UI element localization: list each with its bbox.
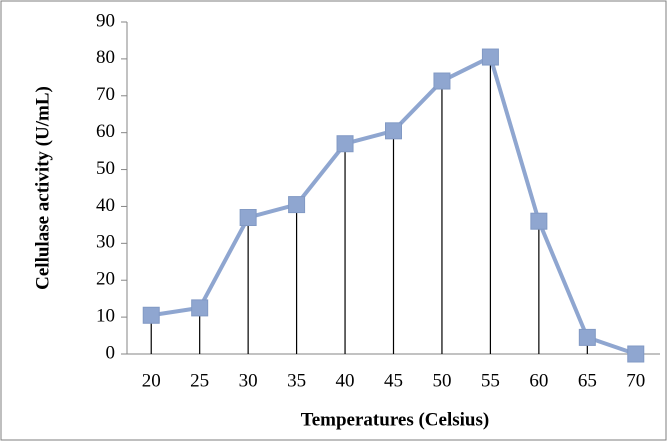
y-tick-label: 30 [96,232,115,253]
x-tick-label: 55 [481,370,500,391]
y-tick-label: 10 [96,305,115,326]
data-point [385,122,402,140]
x-axis-title: Temperatures (Celsius) [301,409,489,430]
data-point [578,328,596,346]
x-tick-label: 20 [142,370,161,391]
x-tick-label: 65 [578,370,597,391]
data-point [530,212,548,230]
x-tick-label: 70 [626,370,645,391]
x-tick-label: 60 [529,370,548,391]
data-point [336,135,354,153]
x-tick-label: 40 [336,370,355,391]
y-tick-label: 90 [96,10,115,31]
x-tick-label: 50 [432,370,451,391]
data-point [191,299,209,317]
data-point [142,306,160,324]
y-tick-label: 20 [96,269,115,290]
data-point [433,72,451,90]
x-tick-label: 25 [190,370,209,391]
data-point [288,196,306,214]
data-point [239,209,257,227]
y-tick-label: 70 [96,84,115,105]
y-tick-label: 60 [96,121,115,142]
y-tick-label: 50 [96,158,115,179]
data-point [481,48,499,66]
x-tick-label: 45 [384,370,403,391]
data-point [627,345,645,363]
y-axis-title: Cellulase activity (U/mL) [32,86,53,290]
x-tick-label: 30 [239,370,258,391]
x-tick-label: 35 [287,370,306,391]
y-tick-label: 40 [96,195,115,216]
y-tick-label: 80 [96,47,115,68]
y-tick-label: 0 [106,342,116,363]
